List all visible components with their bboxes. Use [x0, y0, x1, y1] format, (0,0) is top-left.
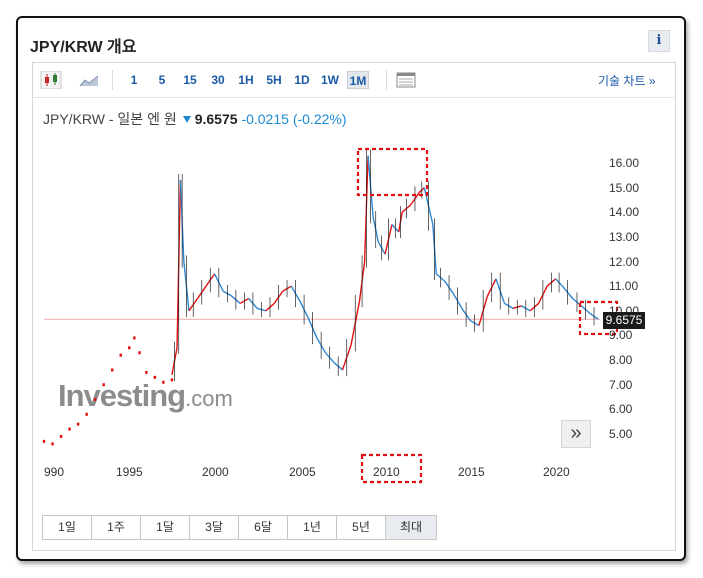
y-tick-label: 9.00: [609, 328, 633, 343]
range-button-0[interactable]: 1일: [42, 515, 92, 540]
toolbar-divider: [112, 70, 113, 90]
y-tick-label: 8.00: [609, 353, 633, 368]
early-data-point: [85, 412, 88, 416]
table-icon[interactable]: [395, 71, 417, 89]
range-button-6[interactable]: 5년: [336, 515, 386, 540]
range-button-5[interactable]: 1년: [287, 515, 337, 540]
early-data-point: [153, 375, 157, 379]
early-data-point: [170, 378, 174, 382]
early-data-point: [119, 353, 122, 357]
range-button-3[interactable]: 3달: [189, 515, 239, 540]
period-1h[interactable]: 1H: [238, 73, 254, 87]
period-30[interactable]: 30: [211, 73, 225, 87]
y-tick-label: 16.00: [609, 156, 640, 170]
y-tick-label: 13.00: [609, 229, 640, 244]
last-price: 9.6575: [194, 111, 238, 127]
early-data-point: [93, 398, 97, 402]
y-tick-label: 15.00: [609, 180, 640, 195]
x-tick-label: 2020: [543, 465, 570, 479]
period-5h[interactable]: 5H: [266, 73, 282, 87]
annotation-box-peak: [356, 147, 429, 197]
annotation-box-2010: [360, 453, 423, 484]
x-tick-label: 2010: [373, 465, 400, 479]
toolbar-divider: [386, 70, 387, 90]
early-data-point: [162, 380, 165, 384]
early-data-point: [128, 346, 131, 350]
range-selector: 1일 1주 1달 3달 6달 1년 5년 최대: [42, 515, 437, 540]
period-1w[interactable]: 1W: [321, 73, 339, 87]
early-data-point: [76, 422, 80, 426]
period-5[interactable]: 5: [158, 73, 166, 87]
chart-panel: [32, 62, 676, 551]
x-tick-label: 2000: [202, 465, 229, 479]
y-tick-label: 14.00: [609, 205, 640, 220]
period-1[interactable]: 1: [130, 73, 138, 87]
area-chart-icon[interactable]: [78, 71, 100, 89]
x-tick-label: 2015: [458, 465, 485, 479]
widget-frame: [16, 16, 686, 561]
period-15[interactable]: 15: [183, 73, 197, 87]
quote-line: JPY/KRW - 일본 엔 원 9.6575 -0.0215 (-0.22%): [43, 109, 347, 129]
early-data-point: [59, 434, 63, 438]
y-tick-label: 12.00: [609, 254, 640, 269]
range-button-2[interactable]: 1달: [140, 515, 190, 540]
period-1d[interactable]: 1D: [294, 73, 310, 87]
y-tick-label: 11.00: [609, 279, 639, 294]
range-button-1[interactable]: 1주: [91, 515, 141, 540]
info-button[interactable]: i: [648, 30, 670, 52]
period-1m[interactable]: 1M: [347, 71, 369, 89]
y-tick-label: 5.00: [609, 427, 633, 441]
x-tick-label: 2005: [289, 465, 316, 479]
early-data-point: [133, 336, 136, 340]
page-title: JPY/KRW 개요: [30, 39, 137, 56]
range-button-7[interactable]: 최대: [385, 515, 437, 540]
x-tick-label: 990: [44, 465, 65, 479]
x-tick-label: 1995: [116, 465, 143, 479]
y-tick-label: 7.00: [609, 377, 633, 392]
pair-name: JPY/KRW - 일본 엔 원: [43, 111, 177, 127]
range-button-4[interactable]: 6달: [238, 515, 288, 540]
technical-chart-link[interactable]: 기술 차트 »: [598, 74, 656, 88]
price-change-percent: (-0.22%): [292, 111, 347, 127]
early-data-point: [42, 439, 46, 443]
current-price-tag: 9.6575: [603, 312, 645, 329]
early-data-point: [145, 370, 148, 374]
investing-watermark: Investing.com: [58, 378, 233, 413]
early-data-point: [51, 442, 54, 446]
early-data-point: [138, 351, 141, 355]
candlestick-icon[interactable]: [40, 71, 62, 89]
down-arrow-icon: [182, 116, 191, 124]
scroll-forward-button[interactable]: »: [561, 420, 591, 448]
early-data-point: [102, 383, 105, 387]
chart-toolbar: 1 5 15 30 1H 5H 1D 1W 1M: [32, 62, 676, 98]
y-tick-label: 6.00: [609, 402, 633, 417]
price-change: -0.0215: [241, 111, 289, 127]
early-data-point: [111, 368, 114, 372]
early-data-point: [68, 427, 71, 431]
